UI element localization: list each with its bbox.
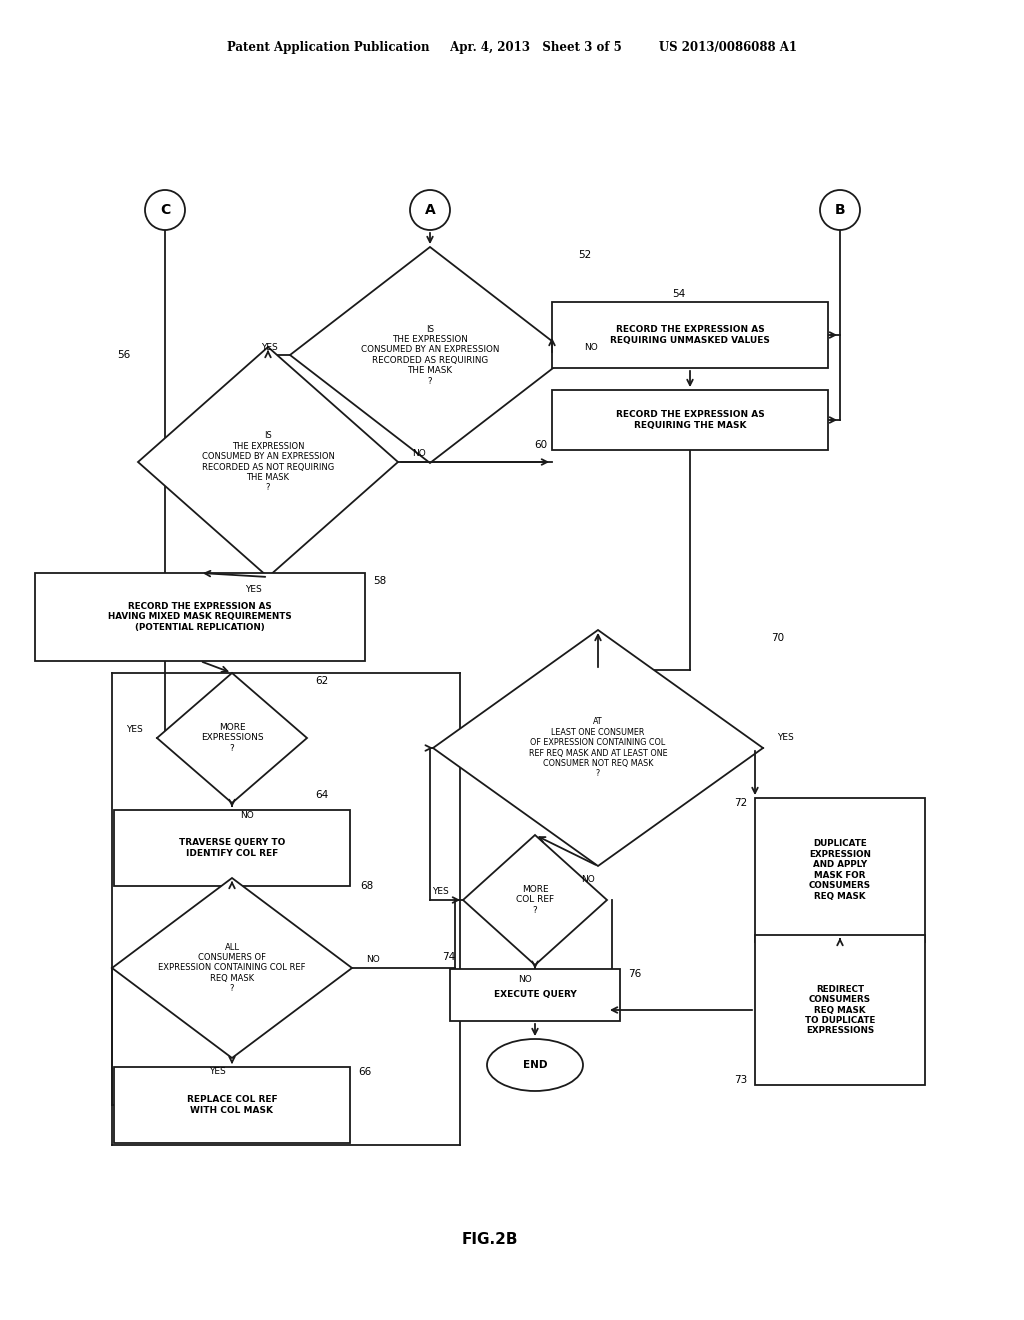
Text: RECORD THE EXPRESSION AS
REQUIRING UNMASKED VALUES: RECORD THE EXPRESSION AS REQUIRING UNMAS…: [610, 325, 770, 345]
Text: NO: NO: [584, 342, 598, 351]
Text: Patent Application Publication     Apr. 4, 2013   Sheet 3 of 5         US 2013/0: Patent Application Publication Apr. 4, 2…: [227, 41, 797, 54]
Text: ALL
CONSUMERS OF
EXPRESSION CONTAINING COL REF
REQ MASK
?: ALL CONSUMERS OF EXPRESSION CONTAINING C…: [159, 942, 306, 993]
Text: A: A: [425, 203, 435, 216]
Bar: [114, 1067, 350, 1143]
Text: B: B: [835, 203, 846, 216]
Text: 72: 72: [734, 799, 746, 808]
Bar: [35, 573, 365, 661]
Text: END: END: [522, 1060, 547, 1071]
Text: FIG.2B: FIG.2B: [462, 1233, 518, 1247]
Text: NO: NO: [412, 450, 426, 458]
Text: 68: 68: [360, 880, 374, 891]
Text: EXECUTE QUERY: EXECUTE QUERY: [494, 990, 577, 999]
Text: NO: NO: [518, 974, 531, 983]
Text: 58: 58: [373, 576, 386, 586]
Text: RECORD THE EXPRESSION AS
REQUIRING THE MASK: RECORD THE EXPRESSION AS REQUIRING THE M…: [615, 411, 764, 430]
Bar: [552, 389, 828, 450]
Text: 56: 56: [117, 350, 130, 360]
Text: 66: 66: [358, 1067, 372, 1077]
Text: 62: 62: [315, 676, 329, 686]
Ellipse shape: [487, 1039, 583, 1092]
Circle shape: [820, 190, 860, 230]
Text: 54: 54: [672, 289, 685, 300]
Text: 76: 76: [628, 969, 641, 979]
Text: C: C: [160, 203, 170, 216]
Bar: [552, 302, 828, 368]
Text: MORE
EXPRESSIONS
?: MORE EXPRESSIONS ?: [201, 723, 263, 752]
Circle shape: [145, 190, 185, 230]
Polygon shape: [463, 836, 607, 965]
Polygon shape: [433, 630, 763, 866]
Text: YES: YES: [126, 726, 143, 734]
Text: 60: 60: [534, 440, 547, 450]
Text: YES: YES: [245, 585, 261, 594]
Text: NO: NO: [582, 875, 595, 884]
Text: YES: YES: [261, 342, 278, 351]
Circle shape: [410, 190, 450, 230]
Text: IS
THE EXPRESSION
CONSUMED BY AN EXPRESSION
RECORDED AS NOT REQUIRING
THE MASK
?: IS THE EXPRESSION CONSUMED BY AN EXPRESS…: [202, 432, 335, 492]
Bar: [114, 810, 350, 886]
Text: REDIRECT
CONSUMERS
REQ MASK
TO DUPLICATE
EXPRESSIONS: REDIRECT CONSUMERS REQ MASK TO DUPLICATE…: [805, 985, 876, 1035]
Polygon shape: [157, 673, 307, 803]
Text: REPLACE COL REF
WITH COL MASK: REPLACE COL REF WITH COL MASK: [186, 1096, 278, 1114]
Polygon shape: [290, 247, 570, 463]
Text: TRAVERSE QUERY TO
IDENTIFY COL REF: TRAVERSE QUERY TO IDENTIFY COL REF: [179, 838, 286, 858]
Text: NO: NO: [240, 810, 254, 820]
Text: 52: 52: [578, 249, 591, 260]
Text: 70: 70: [771, 634, 784, 643]
Text: 64: 64: [315, 789, 329, 800]
Polygon shape: [112, 878, 352, 1059]
Text: YES: YES: [777, 734, 794, 742]
Polygon shape: [138, 347, 398, 577]
Bar: [755, 799, 925, 942]
Text: RECORD THE EXPRESSION AS
HAVING MIXED MASK REQUIREMENTS
(POTENTIAL REPLICATION): RECORD THE EXPRESSION AS HAVING MIXED MA…: [109, 602, 292, 632]
Text: 74: 74: [441, 952, 455, 962]
Text: IS
THE EXPRESSION
CONSUMED BY AN EXPRESSION
RECORDED AS REQUIRING
THE MASK
?: IS THE EXPRESSION CONSUMED BY AN EXPRESS…: [360, 325, 499, 385]
Text: YES: YES: [209, 1068, 225, 1077]
Text: DUPLICATE
EXPRESSION
AND APPLY
MASK FOR
CONSUMERS
REQ MASK: DUPLICATE EXPRESSION AND APPLY MASK FOR …: [809, 840, 871, 900]
Bar: [755, 935, 925, 1085]
Text: MORE
COL REF
?: MORE COL REF ?: [516, 886, 554, 915]
Text: YES: YES: [432, 887, 449, 896]
Text: NO: NO: [366, 956, 380, 965]
Text: 73: 73: [734, 1074, 746, 1085]
Text: AT
LEAST ONE CONSUMER
OF EXPRESSION CONTAINING COL
REF REQ MASK AND AT LEAST ONE: AT LEAST ONE CONSUMER OF EXPRESSION CONT…: [528, 718, 668, 779]
Bar: [450, 969, 620, 1020]
